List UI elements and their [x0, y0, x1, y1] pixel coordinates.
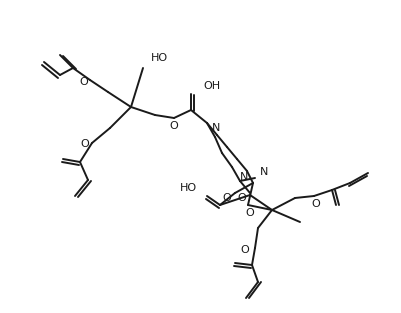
Text: O: O: [246, 208, 254, 218]
Text: O: O: [170, 121, 178, 131]
Text: HO: HO: [151, 53, 168, 63]
Text: O: O: [80, 139, 89, 149]
Text: O: O: [79, 77, 88, 87]
Text: N: N: [212, 123, 221, 133]
Text: OH: OH: [203, 81, 220, 91]
Text: O: O: [312, 199, 320, 209]
Text: N: N: [260, 167, 268, 177]
Text: N: N: [240, 172, 248, 182]
Text: O: O: [222, 193, 231, 203]
Text: O: O: [240, 245, 249, 255]
Text: O: O: [237, 193, 246, 203]
Text: HO: HO: [180, 183, 197, 193]
